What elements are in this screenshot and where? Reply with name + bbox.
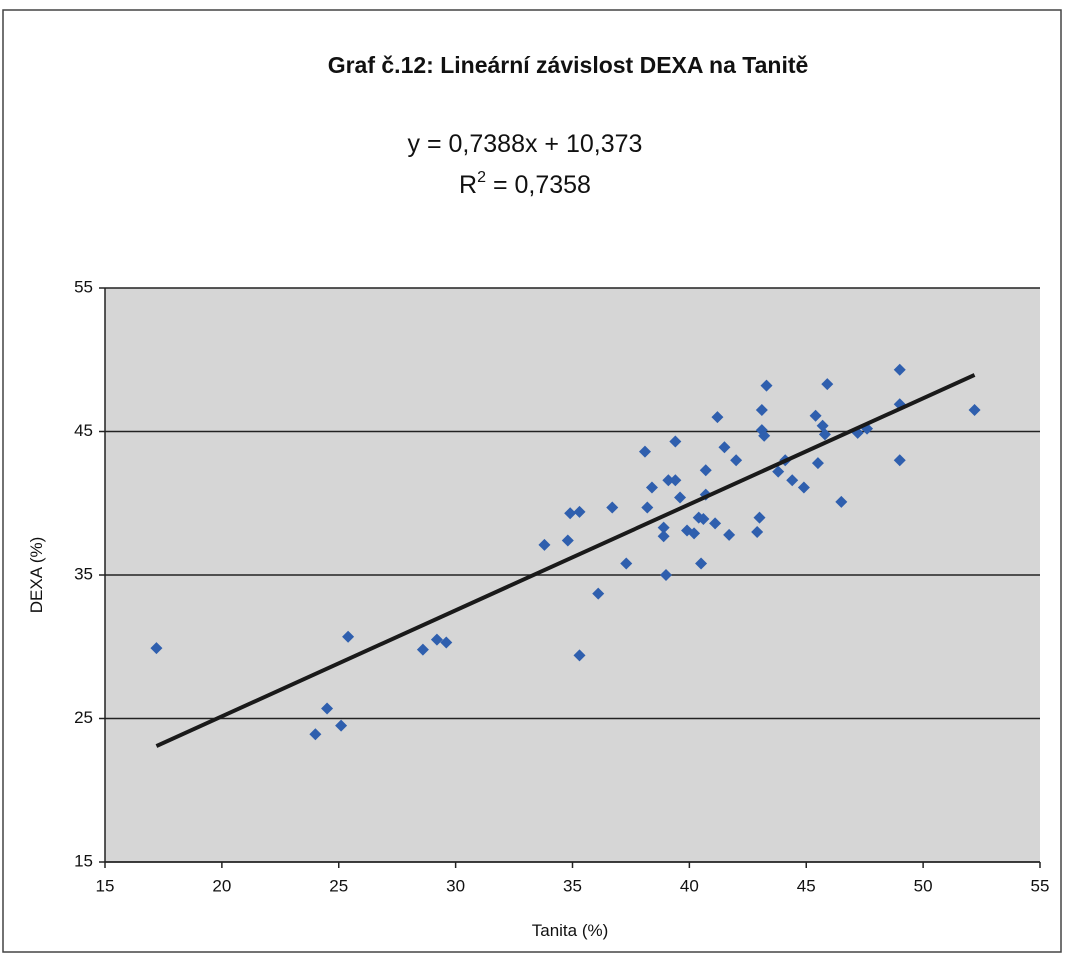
point xyxy=(718,441,731,454)
point xyxy=(662,474,675,487)
x-tick-label: 30 xyxy=(446,876,465,895)
point xyxy=(760,379,773,392)
y-tick-label: 35 xyxy=(74,564,93,583)
point xyxy=(538,538,551,551)
point xyxy=(657,530,670,543)
point xyxy=(821,378,834,391)
point xyxy=(440,636,453,649)
point xyxy=(811,457,824,470)
point xyxy=(321,702,334,715)
x-tick-label: 40 xyxy=(680,876,699,895)
x-tick-label: 50 xyxy=(914,876,933,895)
x-tick-label: 55 xyxy=(1031,876,1050,895)
point xyxy=(150,642,163,655)
point xyxy=(968,403,981,416)
equation: y = 0,7388x + 10,373 xyxy=(408,130,643,158)
point xyxy=(797,481,810,494)
point xyxy=(816,419,829,432)
point xyxy=(657,521,670,534)
y-tick-label: 25 xyxy=(74,708,93,727)
r-squared-exponent: 2 xyxy=(477,169,486,186)
point xyxy=(309,728,322,741)
point xyxy=(620,557,633,570)
point xyxy=(786,474,799,487)
r-squared-value: = 0,7358 xyxy=(486,171,591,199)
x-tick-label: 15 xyxy=(96,876,115,895)
point xyxy=(606,501,619,514)
point xyxy=(772,465,785,478)
point xyxy=(688,527,701,540)
point xyxy=(561,534,574,547)
point xyxy=(669,435,682,448)
point xyxy=(818,428,831,441)
y-tick-label: 55 xyxy=(74,277,93,296)
point xyxy=(674,491,687,504)
point xyxy=(758,429,771,442)
y-axis-label: DEXA (%) xyxy=(27,537,46,614)
point xyxy=(641,501,654,514)
x-tick-label: 25 xyxy=(329,876,348,895)
chart-title: Graf č.12: Lineární závislost DEXA na Ta… xyxy=(328,52,809,78)
point xyxy=(893,363,906,376)
y-tick-label: 45 xyxy=(74,421,93,440)
point xyxy=(645,481,658,494)
point xyxy=(573,505,586,518)
point xyxy=(695,557,708,570)
point xyxy=(660,569,672,581)
point xyxy=(711,411,724,424)
point xyxy=(430,633,443,646)
point xyxy=(697,513,710,526)
y-tick-label: 15 xyxy=(74,851,93,870)
point xyxy=(835,495,848,508)
point xyxy=(809,409,822,422)
point xyxy=(573,649,586,662)
point xyxy=(709,517,722,530)
trendline xyxy=(155,373,976,748)
point xyxy=(723,528,736,541)
x-tick-label: 35 xyxy=(563,876,582,895)
x-tick-label: 45 xyxy=(797,876,816,895)
point xyxy=(592,587,605,600)
point xyxy=(638,445,651,458)
point xyxy=(342,630,355,643)
point xyxy=(753,511,766,524)
point xyxy=(751,525,764,538)
r-squared: R2 = 0,7358 xyxy=(459,169,591,199)
x-tick-label: 20 xyxy=(212,876,231,895)
point xyxy=(755,403,768,416)
x-axis-label: Tanita (%) xyxy=(532,921,609,940)
point xyxy=(669,474,682,487)
r-squared-symbol: R xyxy=(459,171,477,199)
point xyxy=(730,454,743,467)
point xyxy=(699,464,712,477)
point xyxy=(893,454,906,467)
point xyxy=(335,719,348,732)
point xyxy=(564,507,577,520)
point xyxy=(416,643,429,656)
